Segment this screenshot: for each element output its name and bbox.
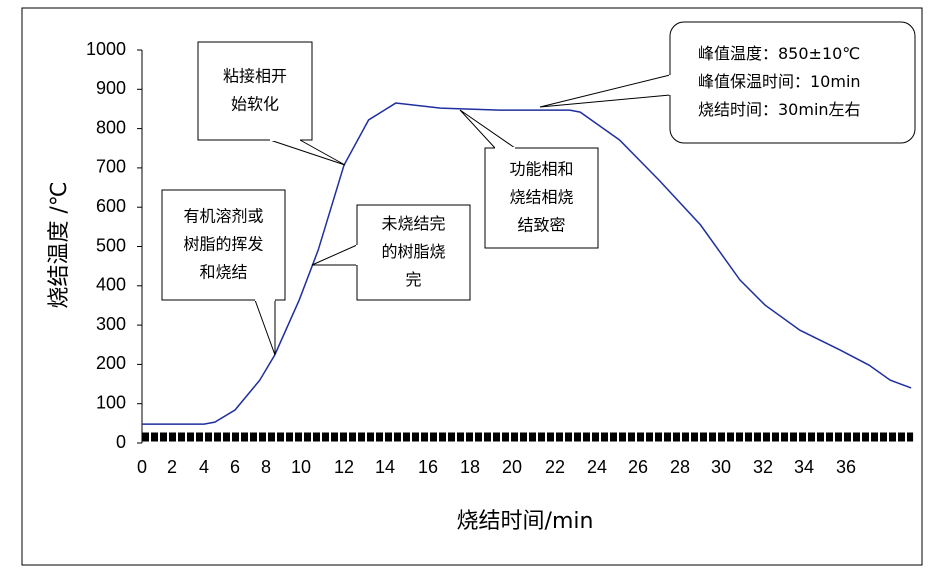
x-tick-label: 8 [261,457,271,477]
annotation-text: 峰值保温时间：10min [698,72,861,91]
annotation-text: 烧结时间：30min左右 [698,100,861,119]
callout-box [356,204,471,301]
callout-box [484,147,599,249]
annotation-text: 烧结相烧 [509,188,573,207]
callout-pointer [269,139,346,166]
x-tick-label: 14 [375,457,395,477]
y-tick-label: 500 [96,235,126,255]
x-axis-label: 烧结时间/min [457,509,594,534]
x-tick-label: 16 [418,457,438,477]
y-tick-label: 0 [116,432,126,452]
y-tick-label: 300 [96,314,126,334]
y-tick-label: 800 [96,117,126,137]
callout-box [161,189,286,301]
x-tick-label: 2 [167,457,177,477]
x-tick-label: 26 [628,457,648,477]
y-tick-label: 200 [96,353,126,373]
annotation-text: 和烧结 [199,263,247,282]
y-tick-label: 1000 [86,39,126,59]
data-line [142,102,912,425]
y-tick-label: 600 [96,196,126,216]
x-tick-label: 34 [794,457,814,477]
annotation-text: 的树脂烧 [381,242,445,261]
annotation-text: 粘接相开 [223,67,287,86]
annotation-text: 完 [405,270,421,289]
x-tick-label: 32 [753,457,773,477]
y-tick-label: 400 [96,275,126,295]
x-tick-label: 22 [545,457,565,477]
annotation-text: 结致密 [517,216,565,235]
annotation-text: 树脂的挥发 [183,235,263,254]
y-tick-label: 900 [96,78,126,98]
y-tick-label: 100 [96,392,126,412]
annotation-text: 功能相和 [509,160,573,179]
y-tick-label: 700 [96,157,126,177]
x-tick-label: 0 [137,457,147,477]
annotation-text: 有机溶剂或 [183,207,263,226]
x-tick-label: 4 [199,457,209,477]
x-tick-label: 30 [711,457,731,477]
x-tick-label: 28 [670,457,690,477]
annotation-text: 峰值温度：850±10℃ [698,44,860,63]
x-tick-label: 12 [334,457,354,477]
callout-pointer [311,244,358,266]
x-tick-label: 6 [230,457,240,477]
x-tick-label: 18 [460,457,480,477]
callout-pointer [539,74,671,108]
callout-pointer [459,109,516,149]
callout-box [197,41,313,141]
x-tick-label: 36 [836,457,856,477]
callout-pointer [254,299,276,356]
annotation-text: 未烧结完 [381,214,445,233]
x-tick-label: 10 [291,457,311,477]
x-tick-label: 20 [502,457,522,477]
y-axis-label: 烧结温度 /℃ [47,181,72,308]
x-tick-label: 24 [587,457,607,477]
annotation-text: 始软化 [231,95,279,114]
